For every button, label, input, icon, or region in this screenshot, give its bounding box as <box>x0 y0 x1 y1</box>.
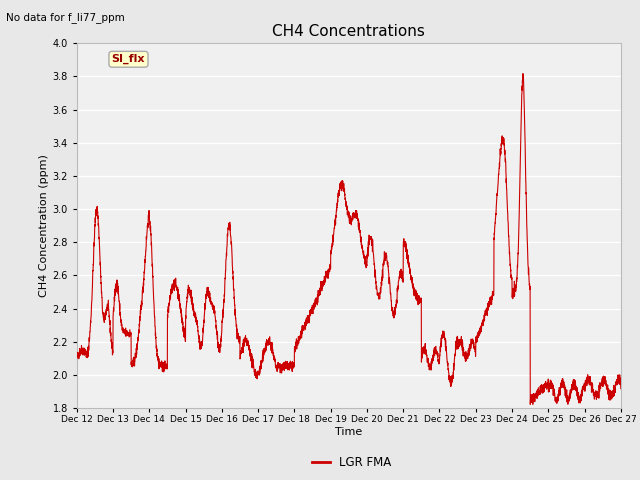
Y-axis label: CH4 Concentration (ppm): CH4 Concentration (ppm) <box>40 154 49 297</box>
Text: SI_flx: SI_flx <box>112 54 145 64</box>
Text: No data for f_li77_ppm: No data for f_li77_ppm <box>6 12 125 23</box>
Title: CH4 Concentrations: CH4 Concentrations <box>273 24 425 39</box>
Legend: LGR FMA: LGR FMA <box>308 452 396 474</box>
X-axis label: Time: Time <box>335 427 362 437</box>
